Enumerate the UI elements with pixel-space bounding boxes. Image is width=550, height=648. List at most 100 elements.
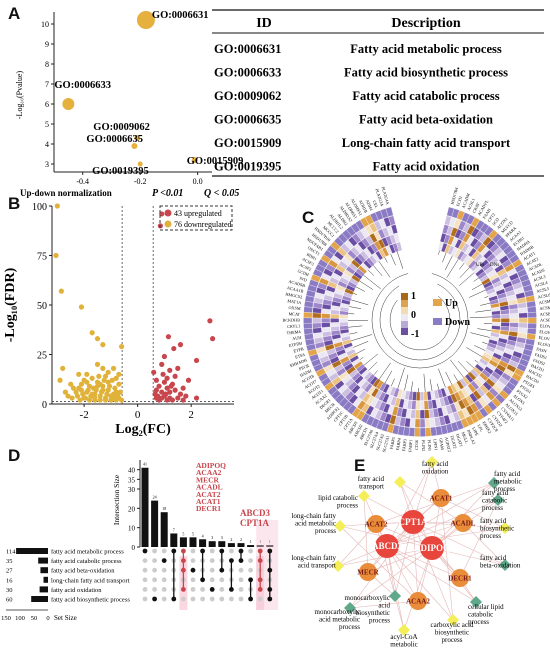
a-ytick-label: 8 [45, 60, 49, 69]
upset-bar-value: 2 [240, 537, 242, 542]
term-label: fatty acid metabolic process [494, 470, 522, 493]
b-up-point [183, 393, 189, 399]
term-node [499, 522, 511, 534]
gene-label: PTGS2 [516, 388, 529, 399]
upset-matrix-dot [219, 577, 225, 583]
heat-cell [415, 409, 421, 419]
gene-node [432, 489, 450, 507]
heat-cell [425, 427, 432, 437]
heat-cell [419, 400, 425, 410]
upset-matrix-dot [161, 587, 167, 592]
dendro-branch [348, 325, 363, 328]
b-up-point [175, 395, 181, 401]
term-node [470, 596, 482, 608]
b-down-point [100, 365, 106, 371]
panel-a-ylabel: -Log₁₀(Pvalue) [15, 71, 24, 120]
set-size-tick: 0 [46, 615, 49, 622]
dendro-branch [411, 381, 413, 392]
heat-cell [518, 312, 528, 319]
b-ytick-label: 50 [37, 301, 47, 312]
dendro-branch [390, 254, 396, 266]
heat-cell [415, 391, 421, 401]
gene-label: FADS2 [532, 357, 545, 366]
hub-node [420, 536, 444, 560]
b-up-point [167, 389, 173, 395]
table-cell-description: Fatty acid metabolic process [350, 42, 502, 56]
b-up-point [167, 367, 173, 373]
dendro-branch [349, 306, 362, 310]
heat-cell [500, 313, 510, 319]
upset-matrix-dot [209, 567, 215, 573]
b-up-point [185, 377, 192, 383]
gene-label: ACOT7 [304, 379, 318, 390]
upset-gene-annot: ACAA2 [196, 468, 222, 477]
dendro-branch [459, 267, 470, 278]
b-down-point [89, 391, 95, 397]
gene-label: PLA2G2A [374, 188, 384, 207]
upset-intersection-bar [256, 545, 264, 547]
b-up-point [159, 361, 165, 367]
set-size-value: 16 [6, 577, 13, 584]
a-xtick-label: -0.4 [76, 177, 89, 186]
gene-label: FABP5 [389, 437, 397, 450]
heat-cell [414, 427, 421, 437]
table-cell-id: GO:0019395 [214, 160, 281, 174]
b-ytick-label: 25 [37, 351, 47, 362]
gene-label: ELOVL1 [540, 323, 550, 329]
b-xtick-label: -2 [80, 409, 89, 421]
panel-label-a: A [8, 4, 21, 23]
gene-label: AUH [292, 335, 302, 341]
b-down-point [94, 336, 101, 342]
term-node [492, 494, 504, 506]
upset-matrix-dot [219, 587, 225, 592]
upset-matrix-dot [142, 548, 148, 554]
upset-matrix-dot [142, 596, 148, 602]
heat-cell [424, 409, 430, 419]
set-size-bar [16, 548, 48, 554]
gene-label: ACADSB [288, 279, 306, 289]
a-point [137, 161, 143, 167]
dendro-branch [372, 265, 383, 277]
gene-label: ADH4 [365, 199, 374, 212]
gene-label: ACSM3 [539, 305, 550, 311]
a-point-label: GO:0006631 [152, 10, 209, 21]
gene-label: ETFB [293, 346, 304, 353]
network-edge [349, 600, 419, 609]
b-down-point [68, 381, 74, 387]
heat-cell [430, 426, 437, 437]
upset-intersection-bar [237, 543, 245, 547]
gene-label: PTGES [522, 379, 536, 390]
heat-cell [527, 317, 537, 324]
dendro-branch [442, 252, 447, 263]
b-up-point [172, 373, 178, 379]
term-node [398, 624, 410, 636]
upset-bar-value: 5 [182, 531, 184, 536]
a-point-label: GO:0006635 [86, 134, 143, 145]
upset-ylabel: Intersection Size [112, 474, 121, 525]
gene-label: HMGCS2 [285, 291, 303, 299]
heat-cell [393, 233, 401, 243]
b-xtick-label: 0 [135, 409, 141, 421]
gene-node-label: ACAT2 [365, 521, 388, 529]
b-ytick-label: 100 [32, 202, 47, 213]
upset-highlight-region [256, 520, 279, 610]
gene-label: MGLL [461, 431, 470, 444]
panel-b-xlabel: Log₂(FC) [115, 422, 171, 437]
dendro-branch [373, 370, 378, 376]
hub-node-label: ADIPOQ [414, 543, 450, 553]
b-down-point [73, 389, 79, 395]
upset-bar-value: 1 [259, 539, 261, 544]
a-xtick-label: -0.2 [134, 177, 147, 186]
upset-matrix-dot [257, 596, 263, 602]
dendro-branch [348, 313, 355, 315]
b-down-point [93, 387, 99, 393]
heat-cell [509, 317, 519, 323]
table-cell-id: GO:0015909 [214, 136, 281, 150]
gene-label: CRYL1 [287, 323, 300, 329]
panel-e-network: fatty acid oxidation fatty acid metabolic pr… [291, 456, 522, 648]
heat-cell [518, 322, 528, 329]
upset-intersection-bar [189, 537, 197, 547]
gene-label: FABP1 [407, 439, 413, 452]
upset-matrix-dot [161, 548, 167, 554]
heat-cell [312, 327, 322, 334]
